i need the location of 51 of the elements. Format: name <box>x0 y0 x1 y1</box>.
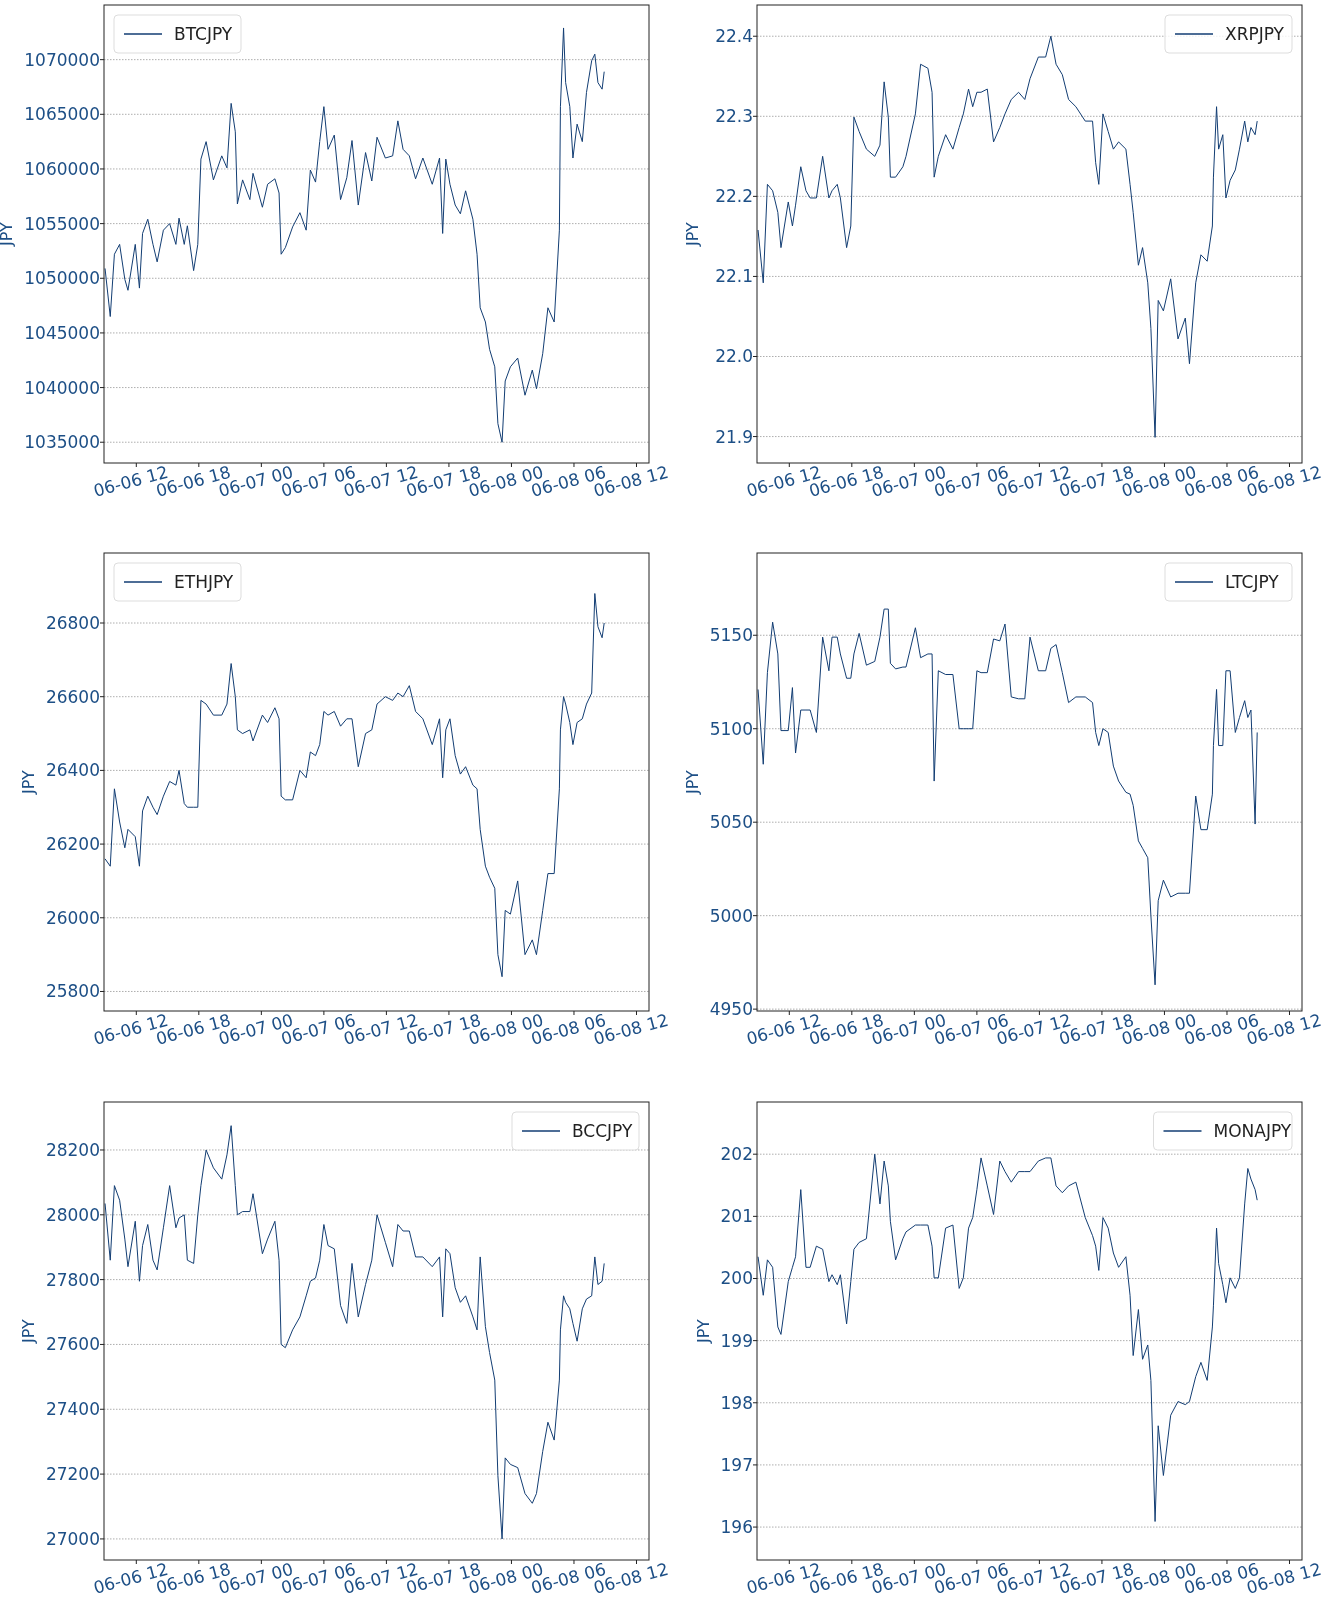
y-tick-label: 26600 <box>45 686 100 707</box>
legend-label: LTCJPY <box>1225 572 1280 592</box>
y-axis-title: JPY <box>682 221 702 247</box>
y-tick-label: 197 <box>720 1454 753 1475</box>
y-tick-label: 1060000 <box>24 158 100 179</box>
y-tick-label: 22.3 <box>715 106 753 127</box>
y-tick-label: 199 <box>720 1330 753 1351</box>
y-tick-label: 28000 <box>45 1204 100 1225</box>
y-tick-label: 22.1 <box>715 266 753 287</box>
y-tick-label: 26200 <box>45 834 100 855</box>
y-tick-label: 28200 <box>45 1139 100 1160</box>
y-tick-label: 196 <box>720 1517 753 1538</box>
y-axis-title: JPY <box>19 1318 38 1344</box>
y-tick-label: 27600 <box>45 1334 100 1355</box>
y-tick-label: 26400 <box>45 760 100 781</box>
y-axis-title: JPY <box>682 769 702 795</box>
y-tick-label: 22.4 <box>715 26 753 47</box>
y-tick-label: 1070000 <box>24 49 100 70</box>
y-tick-label: 1055000 <box>24 213 100 234</box>
y-tick-label: 21.9 <box>715 426 753 447</box>
y-tick-label: 4950 <box>709 999 753 1020</box>
legend-label: ETHJPY <box>174 572 234 592</box>
y-tick-label: 27400 <box>45 1399 100 1420</box>
y-tick-label: 26800 <box>45 612 100 633</box>
y-tick-label: 200 <box>720 1268 753 1289</box>
y-tick-label: 5100 <box>709 718 753 739</box>
y-tick-label: 27200 <box>45 1464 100 1485</box>
y-tick-label: 27800 <box>45 1269 100 1290</box>
y-tick-label: 202 <box>720 1144 753 1165</box>
y-axis-title: JPY <box>19 769 38 795</box>
y-tick-label: 27000 <box>45 1528 100 1549</box>
y-axis-title: JPY <box>693 1318 713 1344</box>
legend-label: XRPJPY <box>1225 24 1285 44</box>
y-tick-label: 5000 <box>709 905 753 926</box>
y-axis-title: JPY <box>0 221 17 247</box>
legend-label: MONAJPY <box>1213 1121 1292 1141</box>
legend-label: BTCJPY <box>174 24 233 44</box>
y-tick-label: 1040000 <box>24 377 100 398</box>
y-tick-label: 1035000 <box>24 432 100 453</box>
y-tick-label: 22.0 <box>715 346 753 367</box>
y-tick-label: 1065000 <box>24 104 100 125</box>
y-tick-label: 26000 <box>45 907 100 928</box>
y-tick-label: 201 <box>720 1206 753 1227</box>
y-tick-label: 5150 <box>709 625 753 646</box>
y-tick-label: 5050 <box>709 812 753 833</box>
legend-label: BCCJPY <box>572 1121 633 1141</box>
y-tick-label: 198 <box>720 1392 753 1413</box>
y-tick-label: 1050000 <box>24 268 100 289</box>
y-tick-label: 25800 <box>45 981 100 1002</box>
y-tick-label: 1045000 <box>24 322 100 343</box>
y-tick-label: 22.2 <box>715 186 753 207</box>
